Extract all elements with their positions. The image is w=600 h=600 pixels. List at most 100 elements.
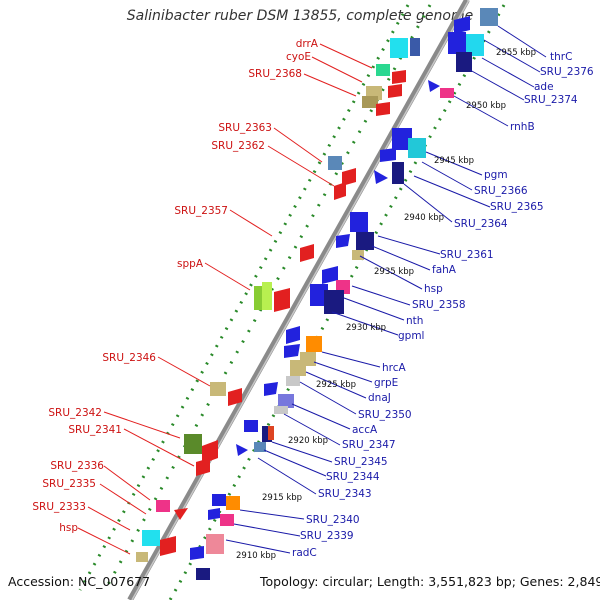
gene-label-sru-2361: SRU_2361 — [440, 249, 494, 261]
gene-box[interactable] — [226, 496, 240, 510]
gene-label-sru-2364: SRU_2364 — [454, 218, 508, 230]
gene-arrow[interactable] — [196, 458, 210, 476]
gene-box[interactable] — [448, 32, 466, 54]
gene-arrow[interactable] — [264, 382, 278, 396]
gene-label-rnhb: rnhB — [510, 121, 535, 133]
gene-arrow[interactable] — [374, 170, 388, 184]
gene-box[interactable] — [376, 64, 390, 76]
gene-box[interactable] — [440, 88, 454, 98]
gene-arrow[interactable] — [388, 84, 402, 98]
gene-box[interactable] — [350, 212, 368, 232]
gene-arrow[interactable] — [392, 70, 406, 84]
gene-box[interactable] — [456, 52, 472, 72]
genome-axis-highlight — [131, 0, 470, 600]
gene-label-dnaj: dnaJ — [368, 392, 391, 404]
gene-box[interactable] — [156, 500, 170, 512]
gene-box[interactable] — [392, 162, 404, 184]
gene-box[interactable] — [274, 406, 288, 414]
gene-box[interactable] — [278, 394, 294, 408]
gene-label-sru-2345: SRU_2345 — [334, 456, 388, 468]
gene-arrow[interactable] — [376, 102, 390, 116]
gene-box[interactable] — [480, 8, 498, 26]
gene-label-sru-2340: SRU_2340 — [306, 514, 360, 526]
accession-text: Accession: NC_007677 — [8, 574, 151, 589]
kbp-tick: 2925 kbp — [316, 380, 356, 390]
gene-box[interactable] — [410, 38, 420, 56]
gene-label-sru-2342: SRU_2342 — [48, 407, 102, 419]
left-features — [136, 38, 420, 562]
gene-box[interactable] — [262, 282, 272, 310]
gene-box[interactable] — [392, 128, 412, 150]
left-leader-lines — [77, 43, 373, 555]
gene-arrow[interactable] — [274, 288, 290, 312]
gene-label-sru-2363: SRU_2363 — [218, 122, 272, 134]
gene-arrow[interactable] — [228, 388, 242, 406]
gene-box[interactable] — [324, 290, 344, 314]
gene-box[interactable] — [254, 442, 266, 452]
gene-box[interactable] — [310, 284, 328, 306]
gene-arrow[interactable] — [236, 444, 248, 456]
gene-label-sru-2343: SRU_2343 — [318, 488, 372, 500]
gene-arrow[interactable] — [334, 182, 346, 200]
gene-box[interactable] — [356, 232, 374, 250]
gene-box[interactable] — [220, 514, 234, 526]
gene-box[interactable] — [136, 552, 148, 562]
gene-label-grpe: grpE — [374, 377, 398, 389]
gene-box[interactable] — [268, 426, 274, 440]
gene-box[interactable] — [290, 360, 306, 376]
gene-box[interactable] — [362, 96, 378, 108]
right-leader-lines — [225, 25, 547, 554]
gene-arrow[interactable] — [160, 536, 176, 556]
kbp-tick: 2945 kbp — [434, 156, 474, 166]
gene-box[interactable] — [466, 34, 484, 56]
gene-label-sru-2347: SRU_2347 — [342, 439, 396, 451]
gene-label-sru-2350: SRU_2350 — [358, 409, 412, 421]
left-dotted-track — [78, 4, 410, 591]
gene-label-sru-2366: SRU_2366 — [474, 185, 528, 197]
gene-arrow[interactable] — [428, 80, 440, 92]
gene-label-radc: radC — [292, 547, 317, 559]
gene-box[interactable] — [262, 426, 272, 442]
gene-box[interactable] — [390, 38, 408, 58]
gene-box[interactable] — [328, 156, 342, 170]
gene-arrow[interactable] — [202, 440, 218, 464]
gene-box[interactable] — [196, 568, 210, 580]
gene-label-sru-2346: SRU_2346 — [102, 352, 156, 364]
gene-label-hsp: hsp — [424, 283, 443, 295]
gene-label-acca: accA — [352, 424, 378, 436]
gene-arrow[interactable] — [454, 16, 470, 34]
gene-arrow[interactable] — [190, 546, 204, 560]
gene-arrow[interactable] — [174, 508, 188, 520]
gene-arrow[interactable] — [322, 266, 338, 284]
gene-box[interactable] — [210, 382, 226, 396]
gene-arrow[interactable] — [284, 344, 300, 358]
gene-label-nth: nth — [406, 315, 423, 327]
gene-arrow[interactable] — [286, 326, 300, 344]
gene-label-sru-2365: SRU_2365 — [490, 201, 544, 213]
gene-box[interactable] — [352, 250, 364, 260]
gene-box[interactable] — [142, 530, 160, 546]
gene-box[interactable] — [254, 286, 262, 310]
gene-arrow[interactable] — [336, 234, 350, 248]
gene-label-sru-2335: SRU_2335 — [42, 478, 96, 490]
gene-box[interactable] — [212, 494, 226, 506]
gene-arrow[interactable] — [300, 244, 314, 262]
gene-label-sppa: sppA — [177, 258, 204, 270]
gene-label-sru-2336: SRU_2336 — [50, 460, 104, 472]
gene-box[interactable] — [408, 138, 426, 158]
gene-arrow[interactable] — [208, 508, 220, 520]
gene-box[interactable] — [244, 420, 258, 432]
gene-arrow[interactable] — [380, 148, 396, 162]
gene-arrow[interactable] — [342, 168, 356, 186]
gene-label-sru-2339: SRU_2339 — [300, 530, 354, 542]
gene-box[interactable] — [206, 534, 224, 554]
gene-label-sru-2357: SRU_2357 — [174, 205, 228, 217]
kbp-tick: 2950 kbp — [466, 101, 506, 111]
gene-box[interactable] — [184, 434, 202, 454]
gene-label-sru-2358: SRU_2358 — [412, 299, 466, 311]
gene-box[interactable] — [286, 376, 300, 386]
gene-box[interactable] — [306, 336, 322, 352]
gene-label-ade: ade — [534, 81, 554, 93]
